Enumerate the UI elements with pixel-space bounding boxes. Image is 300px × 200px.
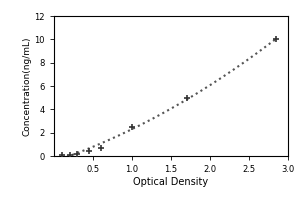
Y-axis label: Concentration(ng/mL): Concentration(ng/mL) [23,36,32,136]
X-axis label: Optical Density: Optical Density [134,177,208,187]
